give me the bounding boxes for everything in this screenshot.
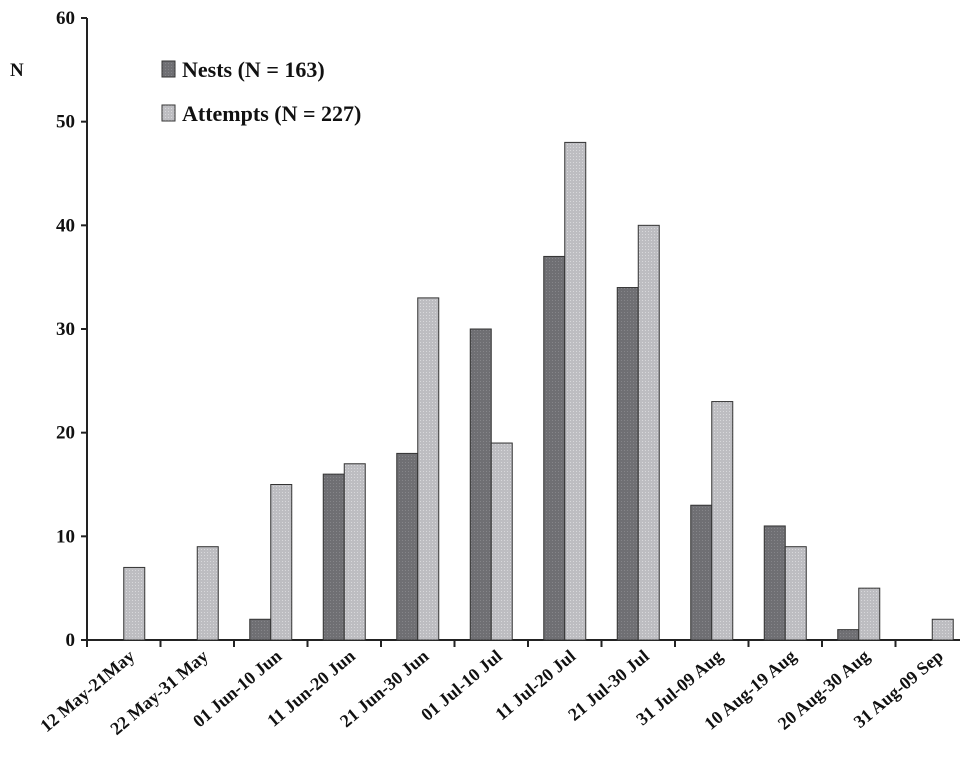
bar-attempts [123,566,146,641]
y-tick-label: 20 [56,423,75,444]
y-tick-label: 10 [56,526,75,547]
axes [81,17,960,647]
bar-attempts [858,587,881,641]
bar-nests [322,473,345,641]
bar-nests [690,504,713,641]
bar-attempts [490,442,513,641]
x-tick-label: 01 Jul-10 Jul [417,646,506,725]
legend-label-nests: Nests (N = 163) [182,57,325,82]
y-axis-label: N [10,60,24,81]
legend: Nests (N = 163) Attempts (N = 227) [161,57,361,126]
bar-nests [543,255,566,641]
bar-attempts [270,484,293,641]
bar-attempts [196,546,219,641]
bar-nests [249,618,272,641]
bar-attempts [931,618,954,641]
bar-attempts [417,297,440,641]
legend-swatch-nests [161,60,176,78]
bar-nests [763,525,786,641]
y-tick-label: 40 [56,215,75,236]
y-tick-label: 50 [56,112,75,133]
legend-label-attempts: Attempts (N = 227) [182,101,361,126]
y-tick-label: 30 [56,319,75,340]
legend-swatch-attempts [161,104,176,122]
bar-attempts [564,141,587,641]
bar-attempts [637,224,660,641]
bars [123,141,954,641]
y-tick-label: 0 [66,630,76,651]
bar-attempts [343,463,366,641]
bar-attempts [711,401,734,641]
bar-nests [616,287,639,641]
bar-nests [837,629,860,641]
bar-nests [469,328,492,641]
bar-nests [396,452,419,641]
y-tick-label: 60 [56,8,75,29]
bar-attempts [784,546,807,641]
